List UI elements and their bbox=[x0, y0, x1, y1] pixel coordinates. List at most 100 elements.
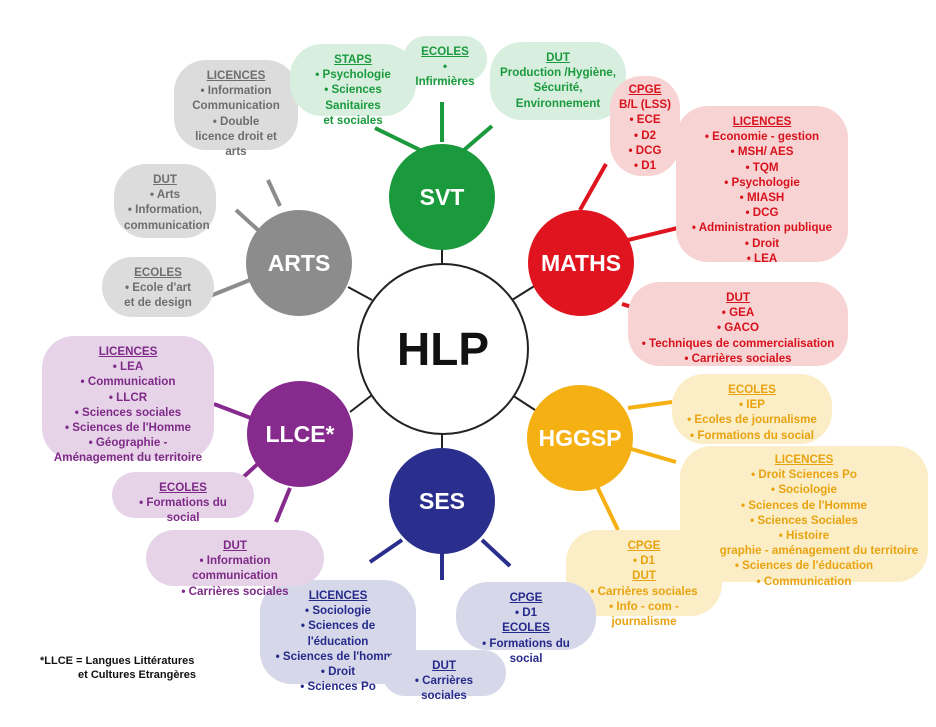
svt-node: SVT bbox=[389, 144, 495, 250]
arts-ecoles-bubble: ECOLES • Ecole d'art et de design bbox=[102, 257, 214, 317]
bubble-item: • Communication bbox=[756, 574, 852, 588]
ses-node: SES bbox=[389, 448, 495, 554]
bubble-item: • MSH/ AES bbox=[730, 145, 794, 159]
bubble-item: • Arts bbox=[149, 188, 181, 202]
bubble-item: • Formations du social bbox=[690, 428, 814, 442]
ses-dut-bubble: DUT • Carrières sociales bbox=[382, 650, 506, 702]
svt-ecoles-bubble: ECOLES • Infirmières bbox=[403, 36, 487, 88]
bubble-item: • Communication bbox=[80, 375, 176, 389]
arts-dut-bubble: DUT • Arts • Information, communication bbox=[114, 164, 216, 238]
bubble-heading: DUT bbox=[632, 569, 656, 583]
bubble-item: • D1 bbox=[632, 554, 656, 568]
bubble-item: • Psychologie bbox=[315, 68, 391, 82]
bubble-heading: ECOLES bbox=[502, 621, 550, 635]
bubble-item: • D1 bbox=[514, 606, 538, 620]
hggsp-ecoles-bubble: ECOLES • IEP • Ecoles de journalisme • F… bbox=[672, 374, 832, 444]
bubble-heading: DUT bbox=[223, 539, 247, 552]
bubble-heading: LICENCES bbox=[308, 589, 368, 602]
maths-node: MATHS bbox=[528, 210, 634, 316]
bubble-item: communication bbox=[124, 218, 210, 232]
bubble-heading: LICENCES bbox=[98, 345, 158, 358]
footnote-line: *LLCE = Langues Littératures bbox=[40, 655, 195, 667]
bubble-item: • Carrières sociales bbox=[414, 674, 474, 703]
bubble-item: Communication bbox=[192, 99, 280, 113]
bubble-item: • GEA bbox=[721, 306, 755, 320]
svt-staps-bubble: STAPS • Psychologie • Sciences Sanitaire… bbox=[290, 44, 416, 127]
bubble-heading: DUT bbox=[546, 51, 570, 64]
bubble-item: • Carrières sociales bbox=[684, 351, 792, 365]
bubble-heading: LICENCES bbox=[732, 115, 792, 128]
bubble-item: • ECE bbox=[629, 113, 661, 127]
bubble-item: Sécurité, bbox=[533, 81, 583, 95]
bubble-item: • Infirmières bbox=[415, 60, 475, 89]
bubble-item: • DCG bbox=[628, 143, 662, 157]
bubble-item: • Information bbox=[200, 84, 272, 98]
bubble-item: • Droit Sciences Po bbox=[751, 468, 857, 482]
bubble-item: • Droit bbox=[744, 236, 780, 250]
bubble-item: • Information communication bbox=[192, 554, 278, 583]
bubble-item: • Sciences de l'Homme bbox=[64, 421, 192, 435]
bubble-item: • Sociologie bbox=[771, 483, 837, 497]
llce-ecoles-bubble: ECOLES • Formations du social bbox=[112, 472, 254, 524]
arts-node: ARTS bbox=[246, 210, 352, 316]
bubble-item: • Ecole d'art bbox=[124, 281, 192, 295]
bubble-item: • Techniques de commercialisation bbox=[641, 336, 835, 350]
bubble-item: • GACO bbox=[716, 321, 760, 335]
llce-node: LLCE* bbox=[247, 381, 353, 487]
bubble-heading: ECOLES bbox=[421, 45, 469, 58]
footnote-line: et Cultures Etrangères bbox=[78, 669, 196, 681]
bubble-item: • Sciences de l'éducation bbox=[300, 619, 376, 648]
bubble-item: • Histoire bbox=[778, 529, 830, 543]
svt-dut-bubble: DUT Production /Hygiène, Sécurité, Envir… bbox=[490, 42, 626, 120]
bubble-item: • Carrières sociales bbox=[590, 584, 698, 598]
bubble-item: • Sociologie bbox=[305, 604, 371, 618]
bubble-item: • Ecoles de journalisme bbox=[687, 413, 817, 427]
bubble-item: • Sciences Sanitaires bbox=[324, 83, 382, 112]
bubble-heading: LICENCES bbox=[774, 453, 834, 466]
bubble-heading: CPGE bbox=[509, 591, 543, 604]
bubble-item: • LEA bbox=[112, 360, 144, 374]
ses-cpge-ecoles-bubble: CPGE • D1 ECOLES • Formations du social bbox=[456, 582, 596, 665]
bubble-heading: DUT bbox=[153, 173, 177, 186]
maths-cpge-bubble: CPGE B/L (LSS) • ECE • D2 • DCG • D1 bbox=[610, 76, 680, 176]
bubble-item: • LLCR bbox=[108, 390, 148, 404]
bubble-item: • Formations du social bbox=[139, 496, 227, 525]
bubble-item: • DCG bbox=[745, 206, 779, 220]
bubble-item: • Economie - gestion bbox=[704, 130, 820, 144]
llce-footnote: *LLCE = Langues Littératures et Cultures… bbox=[40, 654, 196, 682]
bubble-item: • Sciences sociales bbox=[74, 405, 182, 419]
bubble-item: • Sciences Po bbox=[300, 680, 376, 694]
bubble-item: et de design bbox=[124, 296, 192, 310]
bubble-heading: ECOLES bbox=[134, 266, 182, 279]
ses-licences-bubble: LICENCES • Sociologie • Sciences de l'éd… bbox=[260, 580, 416, 693]
bubble-heading: CPGE bbox=[628, 83, 662, 96]
llce-licences-bubble: LICENCES • LEA • Communication • LLCR • … bbox=[42, 336, 214, 464]
llce-dut-bubble: DUT • Information communication • Carriè… bbox=[146, 530, 324, 598]
bubble-item: • Information, bbox=[127, 203, 203, 217]
bubble-item: • D1 bbox=[633, 159, 657, 173]
bubble-item: • MIASH bbox=[739, 191, 785, 205]
bubble-heading: CPGE bbox=[627, 539, 661, 552]
bubble-heading: DUT bbox=[432, 659, 456, 672]
bubble-heading: DUT bbox=[726, 291, 750, 304]
bubble-heading: LICENCES bbox=[206, 69, 266, 82]
bubble-heading: STAPS bbox=[334, 53, 372, 66]
bubble-heading: ECOLES bbox=[159, 481, 207, 494]
hggsp-node: HGGSP bbox=[527, 385, 633, 491]
bubble-item: • Carrières sociales bbox=[181, 584, 289, 598]
bubble-item: • Droit bbox=[320, 665, 356, 679]
bubble-item: Aménagement du territoire bbox=[53, 451, 203, 465]
bubble-heading: ECOLES bbox=[728, 383, 776, 396]
bubble-item: et sociales bbox=[323, 113, 383, 127]
bubble-item: licence droit et arts bbox=[195, 129, 277, 159]
bubble-item: • Formations du social bbox=[482, 636, 570, 665]
maths-licences-bubble: LICENCES • Economie - gestion • MSH/ AES… bbox=[676, 106, 848, 265]
bubble-item: • Sciences de l'Homme bbox=[740, 498, 868, 512]
bubble-item: • D2 bbox=[633, 128, 657, 142]
bubble-item: • Géographie - bbox=[88, 436, 168, 450]
bubble-item: • Psychologie bbox=[724, 175, 800, 189]
bubble-item: Environnement bbox=[515, 96, 601, 110]
bubble-item: • Géographie - aménagement du territoire bbox=[689, 544, 919, 558]
bubble-item: • TQM bbox=[745, 160, 779, 174]
bubble-item: • IEP bbox=[739, 398, 765, 412]
